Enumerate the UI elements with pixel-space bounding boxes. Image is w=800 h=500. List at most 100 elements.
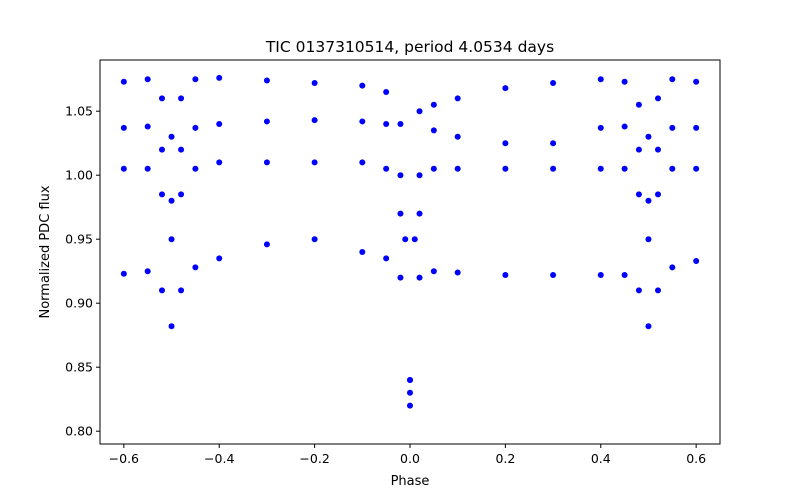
data-point	[120, 78, 127, 85]
data-point	[311, 80, 318, 87]
y-tick-label: 0.80	[65, 424, 93, 439]
data-point	[693, 124, 700, 131]
data-point	[159, 191, 165, 198]
data-point	[407, 377, 413, 383]
data-point	[411, 236, 418, 243]
y-tick-label: 0.90	[65, 296, 93, 311]
data-point	[383, 89, 390, 95]
data-point	[263, 159, 270, 166]
data-point	[550, 272, 557, 279]
data-point	[159, 146, 165, 153]
y-tick-label: 1.00	[65, 168, 93, 183]
data-point	[635, 101, 642, 108]
data-point	[178, 146, 185, 153]
data-point	[383, 255, 390, 262]
data-point	[645, 197, 652, 204]
data-point	[192, 165, 199, 172]
data-point	[216, 159, 223, 166]
data-point	[669, 165, 676, 172]
data-point	[597, 272, 604, 279]
data-point	[397, 172, 404, 179]
data-point	[416, 210, 423, 217]
data-point	[621, 78, 628, 85]
data-point	[168, 323, 175, 330]
data-point	[407, 389, 413, 396]
data-point	[159, 287, 165, 294]
data-point	[416, 172, 423, 179]
data-point	[645, 323, 652, 330]
data-point	[263, 118, 270, 125]
data-point	[383, 165, 390, 172]
data-point	[359, 118, 366, 125]
y-axis-label: Normalized PDC flux	[38, 185, 53, 318]
data-point	[550, 80, 557, 87]
data-point	[693, 165, 700, 172]
data-point	[416, 274, 423, 281]
data-point	[168, 236, 175, 243]
data-point	[311, 159, 318, 166]
data-point	[311, 236, 318, 243]
x-tick-label: 0.2	[495, 451, 515, 466]
data-point	[178, 191, 185, 198]
data-point	[144, 123, 151, 130]
data-point	[311, 117, 318, 124]
data-point	[502, 165, 509, 172]
data-point	[397, 121, 404, 127]
data-point	[454, 133, 461, 140]
x-tick-label: 0.4	[591, 451, 611, 466]
data-point	[635, 287, 642, 294]
data-point	[655, 95, 661, 102]
data-point	[597, 76, 604, 83]
y-tick-label: 0.95	[65, 232, 93, 247]
data-point	[669, 124, 676, 131]
data-point	[669, 76, 676, 83]
data-point	[383, 121, 390, 127]
data-point	[407, 402, 413, 409]
data-point	[397, 210, 404, 217]
data-point	[397, 274, 404, 281]
data-point	[597, 165, 604, 172]
data-point	[635, 146, 642, 153]
data-point	[192, 264, 199, 271]
data-point	[597, 124, 604, 131]
data-point	[430, 165, 437, 172]
data-point	[454, 269, 461, 276]
data-point	[359, 82, 366, 89]
data-point	[144, 76, 151, 83]
data-point	[669, 264, 676, 271]
data-point	[693, 257, 700, 264]
data-point	[430, 101, 437, 108]
data-point	[454, 165, 461, 172]
data-point	[178, 95, 185, 102]
data-point	[550, 140, 557, 147]
data-point	[144, 268, 151, 275]
data-point	[216, 74, 223, 81]
data-point	[655, 287, 661, 294]
x-tick-label: −0.6	[109, 451, 139, 466]
x-tick-label: −0.4	[204, 451, 234, 466]
data-point	[359, 249, 366, 255]
data-point	[621, 165, 628, 172]
x-tick-label: −0.2	[299, 451, 329, 466]
data-point	[192, 76, 199, 83]
data-point	[263, 77, 270, 84]
data-point	[359, 159, 366, 166]
data-point	[645, 236, 652, 243]
data-point	[635, 191, 642, 198]
plot-frame	[99, 59, 721, 445]
data-point	[192, 124, 199, 131]
data-point	[216, 121, 223, 127]
y-axis-ticks: 0.80 0.85 0.90 0.95 1.00 1.05	[65, 104, 100, 439]
data-point	[621, 123, 628, 130]
y-tick-label: 0.85	[65, 360, 93, 375]
x-tick-label: 0.6	[686, 451, 706, 466]
data-point	[550, 165, 557, 172]
data-point	[502, 85, 509, 92]
data-point	[430, 268, 437, 275]
data-point	[120, 270, 127, 277]
data-point	[263, 241, 270, 248]
x-tick-label: 0.0	[400, 451, 420, 466]
data-points	[120, 74, 700, 409]
data-point	[645, 133, 652, 140]
